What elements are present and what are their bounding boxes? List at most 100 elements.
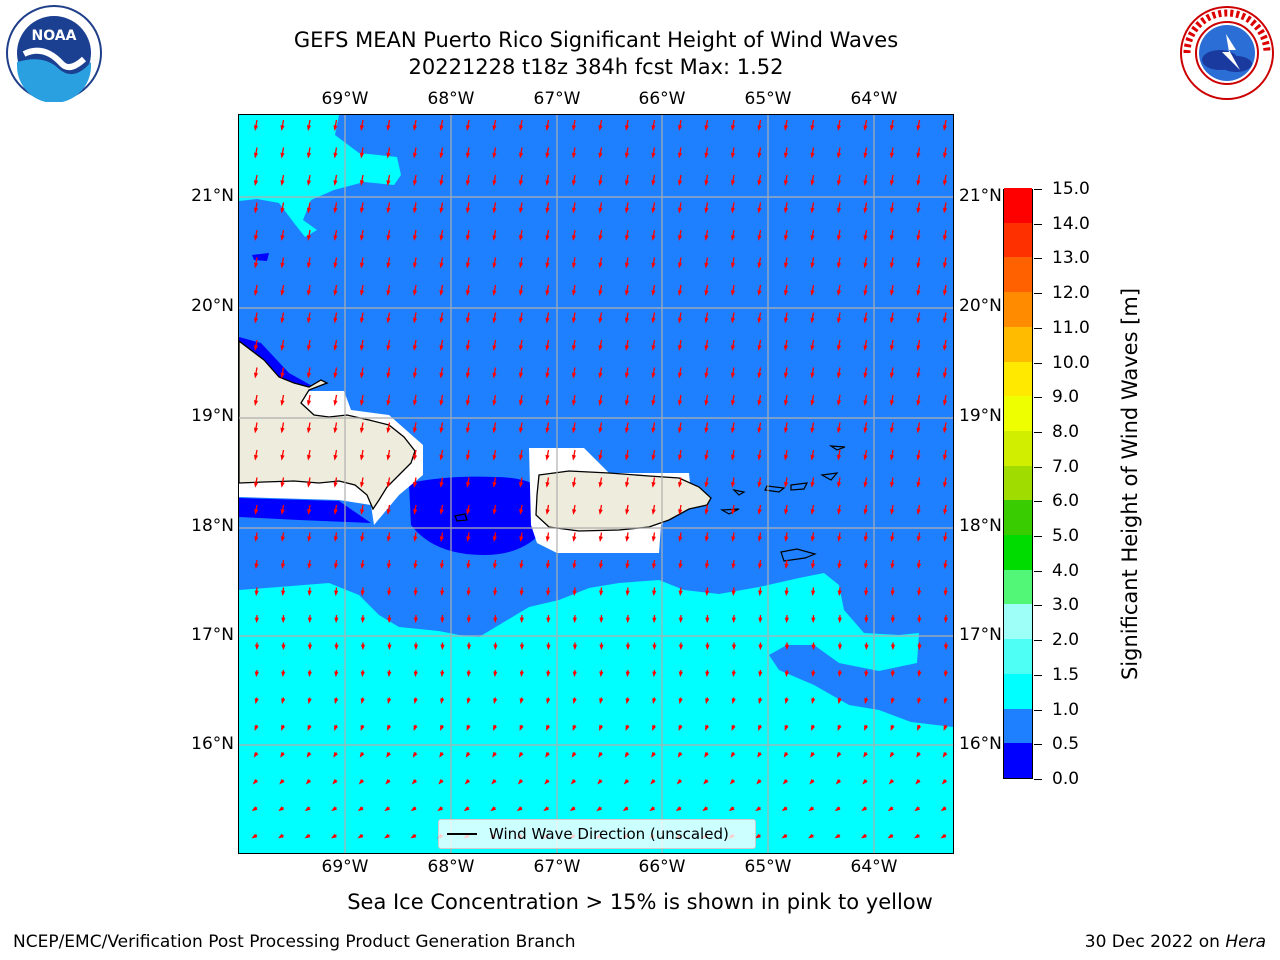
direction-arrowhead (757, 262, 762, 269)
wind-wave-direction-arrows (251, 119, 949, 839)
direction-arrowhead (889, 751, 895, 758)
direction-arrowhead (306, 751, 312, 758)
direction-arrowhead (307, 617, 312, 624)
colorbar-tick (1034, 744, 1042, 746)
direction-arrowhead (890, 481, 895, 488)
direction-arrowhead (572, 644, 578, 651)
direction-arrowhead (758, 617, 763, 624)
lat-label: 19°N (959, 406, 1002, 426)
direction-arrowhead (811, 617, 816, 624)
direction-arrowhead (836, 125, 842, 131)
direction-arrowhead (360, 563, 365, 570)
direction-arrowhead (863, 125, 868, 131)
lon-label: 66°W (638, 89, 686, 109)
direction-arrowhead (492, 262, 497, 269)
direction-arrowhead (518, 317, 524, 324)
direction-arrowhead (280, 125, 285, 131)
direction-arrowhead (943, 590, 948, 597)
direction-arrowhead (730, 427, 736, 434)
direction-arrowhead (916, 454, 921, 461)
direction-arrowhead (386, 125, 391, 131)
direction-arrowhead (598, 509, 603, 515)
direction-arrowhead (652, 617, 657, 624)
direction-arrowhead (625, 509, 630, 515)
colorbar-tick-label: 12.0 (1052, 283, 1090, 304)
direction-arrowhead (704, 454, 709, 461)
direction-arrowhead (625, 481, 630, 488)
direction-arrowhead (916, 400, 921, 406)
direction-arrowhead (280, 207, 285, 214)
colorbar-tick (1034, 189, 1042, 190)
direction-arrowhead (439, 235, 444, 241)
colorbar-tick-label: 15.0 (1052, 179, 1090, 199)
colorbar-segment (1004, 569, 1032, 605)
direction-arrowhead (545, 400, 550, 406)
direction-arrowhead (439, 400, 444, 406)
direction-arrowhead (651, 509, 656, 515)
direction-arrowhead (465, 152, 471, 159)
direction-arrowhead (463, 806, 470, 812)
direction-arrowhead (387, 698, 392, 705)
direction-arrowhead (466, 481, 471, 488)
direction-arrowhead (757, 372, 762, 379)
direction-arrowhead (836, 317, 842, 324)
direction-arrowhead (306, 235, 312, 241)
direction-arrowhead (836, 207, 842, 214)
direction-arrowhead (359, 235, 365, 241)
direction-arrowhead (678, 481, 683, 488)
direction-arrowhead (757, 152, 762, 159)
direction-arrowhead (837, 590, 842, 597)
lon-label: 64°W (850, 89, 898, 109)
direction-arrowhead (834, 806, 841, 812)
direction-arrowhead (676, 779, 683, 785)
direction-arrowhead (332, 779, 338, 785)
direction-arrowhead (571, 400, 577, 406)
direction-arrowhead (916, 290, 921, 296)
direction-arrowhead (677, 180, 683, 186)
direction-arrowhead (306, 427, 312, 434)
direction-arrowhead (651, 372, 656, 379)
direction-arrowhead (810, 536, 815, 543)
direction-arrowhead (783, 427, 789, 434)
direction-arrowhead (598, 400, 603, 406)
colorbar-tick (1034, 362, 1042, 364)
direction-arrowhead (439, 481, 444, 488)
direction-arrowhead (782, 779, 789, 785)
direction-arrowhead (731, 481, 736, 488)
direction-arrowhead (571, 180, 577, 186)
direction-arrowhead (439, 751, 444, 758)
direction-arrowhead (466, 536, 471, 543)
direction-arrowhead (702, 806, 709, 812)
direction-arrowhead (863, 751, 868, 758)
direction-arrowhead (492, 290, 497, 296)
direction-arrowhead (758, 698, 763, 705)
direction-arrowhead (386, 481, 391, 488)
direction-arrowhead (386, 262, 391, 269)
direction-arrowhead (333, 207, 338, 214)
lat-label: 21°N (959, 186, 1002, 206)
direction-arrowhead (333, 152, 338, 159)
direction-arrowhead (254, 698, 259, 705)
direction-arrowhead (836, 290, 842, 296)
colorbar-segment (1004, 534, 1032, 570)
direction-arrowhead (677, 317, 683, 324)
direction-arrowhead (254, 536, 259, 543)
direction-arrowhead (651, 207, 656, 214)
direction-arrowhead (492, 125, 497, 131)
direction-arrowhead (863, 290, 868, 296)
direction-arrowhead (492, 509, 497, 515)
direction-arrowhead (386, 207, 391, 214)
direction-arrowhead (465, 207, 471, 214)
direction-arrowhead (569, 806, 576, 812)
direction-arrowhead (493, 671, 498, 678)
direction-arrowhead (386, 536, 391, 543)
direction-arrowhead (518, 125, 524, 131)
direction-arrowhead (916, 345, 921, 351)
direction-arrowhead (651, 536, 656, 543)
direction-arrowhead (253, 262, 259, 269)
direction-arrowhead (917, 590, 922, 597)
direction-arrowhead (599, 617, 604, 624)
direction-arrowhead (888, 779, 895, 785)
direction-arrowhead (306, 152, 312, 159)
direction-arrowhead (571, 207, 577, 214)
